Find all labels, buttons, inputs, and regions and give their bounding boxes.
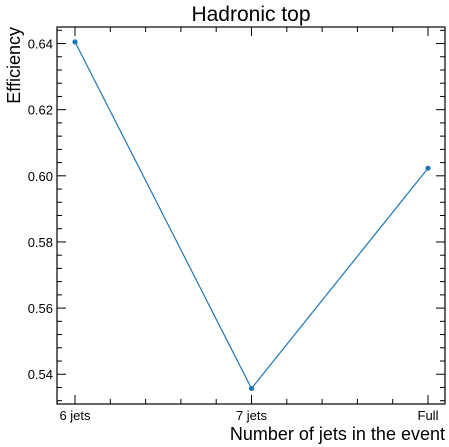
- x-axis-ticks: 6 jets 7 jets Full: [59, 27, 438, 423]
- series-line: [75, 42, 428, 389]
- x-tick-label: 7 jets: [236, 408, 268, 423]
- y-axis-label: Efficiency: [4, 27, 24, 104]
- y-tick-label: 0.54: [28, 367, 53, 382]
- data-point: [249, 386, 254, 391]
- x-tick-label: 6 jets: [59, 408, 91, 423]
- x-tick-label: Full: [418, 408, 439, 423]
- y-tick-label: 0.64: [28, 37, 53, 52]
- chart-title: Hadronic top: [191, 3, 310, 26]
- data-point: [72, 39, 77, 44]
- y-tick-label: 0.60: [28, 169, 53, 184]
- x-axis-label: Number of jets in the event: [230, 424, 445, 444]
- plot-frame: [57, 27, 445, 404]
- y-tick-label: 0.56: [28, 301, 53, 316]
- data-point: [425, 166, 430, 171]
- y-tick-label: 0.62: [28, 103, 53, 118]
- y-tick-label: 0.58: [28, 235, 53, 250]
- y-axis-ticks: 0.54 0.56 0.58 0.60 0.62 0.64: [28, 30, 445, 400]
- series-group: [72, 39, 430, 391]
